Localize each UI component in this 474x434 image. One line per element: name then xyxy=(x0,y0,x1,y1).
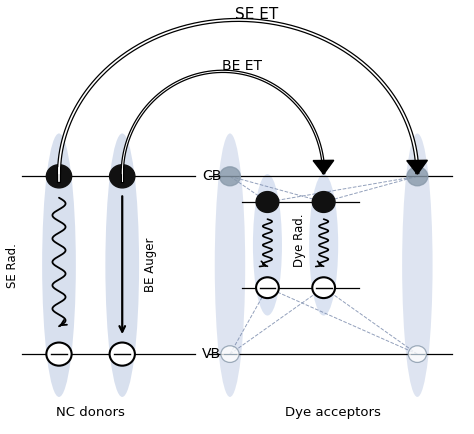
Circle shape xyxy=(312,191,335,212)
Circle shape xyxy=(408,346,427,362)
Text: Dye acceptors: Dye acceptors xyxy=(285,405,381,418)
Ellipse shape xyxy=(105,133,139,397)
Ellipse shape xyxy=(402,133,433,397)
Text: SE ET: SE ET xyxy=(235,7,279,22)
Text: SE Rad.: SE Rad. xyxy=(6,243,18,288)
Text: CB: CB xyxy=(202,169,221,183)
Text: NC donors: NC donors xyxy=(56,405,125,418)
Ellipse shape xyxy=(253,174,282,316)
Ellipse shape xyxy=(309,174,338,316)
Circle shape xyxy=(109,165,135,188)
Circle shape xyxy=(46,165,72,188)
Circle shape xyxy=(256,277,279,298)
Polygon shape xyxy=(407,160,428,174)
Circle shape xyxy=(219,167,240,186)
Text: Dye Rad.: Dye Rad. xyxy=(293,214,306,267)
Polygon shape xyxy=(313,160,334,174)
Ellipse shape xyxy=(42,133,76,397)
Text: VB: VB xyxy=(202,347,221,361)
Circle shape xyxy=(221,346,239,362)
Circle shape xyxy=(256,191,279,212)
Circle shape xyxy=(312,277,335,298)
Circle shape xyxy=(46,342,72,366)
Text: BE Auger: BE Auger xyxy=(144,238,157,293)
Circle shape xyxy=(109,342,135,366)
Ellipse shape xyxy=(215,133,245,397)
Circle shape xyxy=(407,167,428,186)
Text: BE ET: BE ET xyxy=(222,59,262,73)
